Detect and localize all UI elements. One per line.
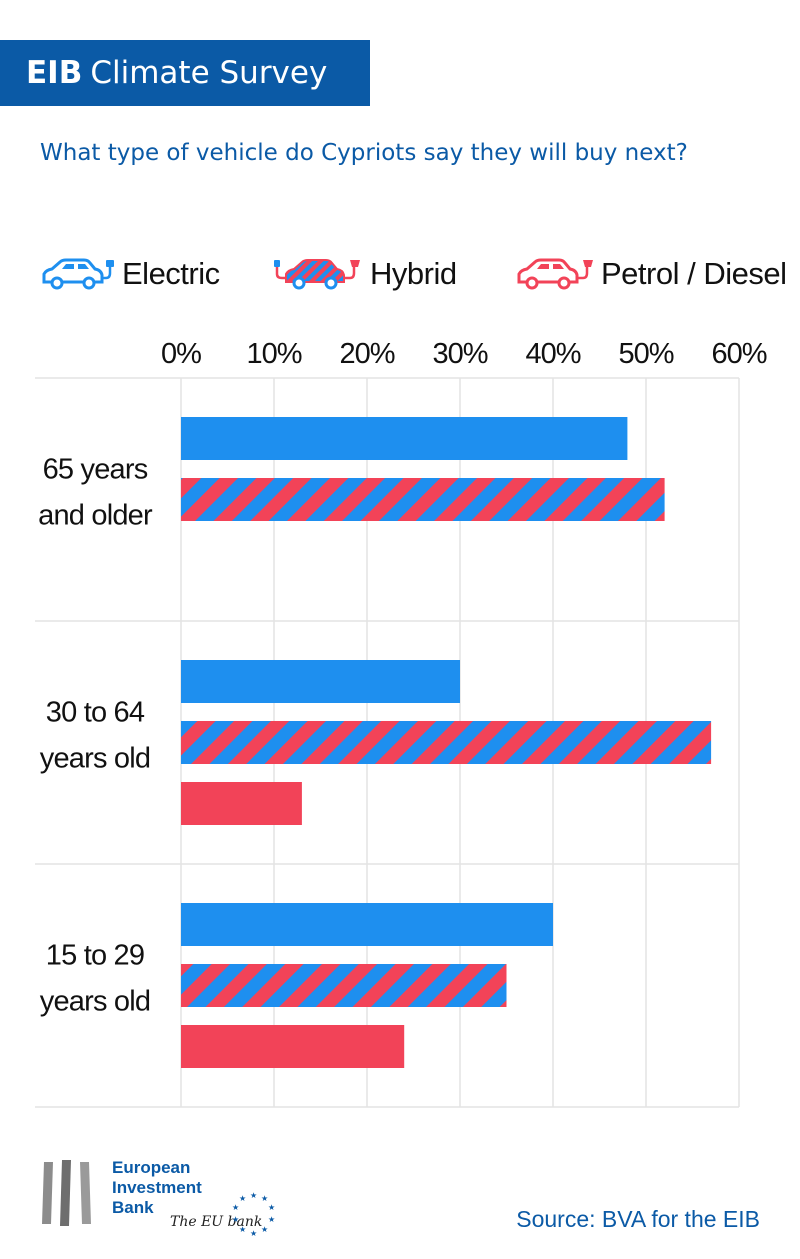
bars: [181, 417, 712, 1068]
bar-chart: 0% 10% 20% 30% 40% 50% 60% 65 years and older 30…: [35, 338, 768, 1108]
svg-text:★: ★: [250, 1229, 257, 1238]
source-note: Source: BVA for the EIB: [516, 1206, 760, 1232]
category-label-1-line-1: 65 years: [43, 454, 148, 486]
tick-label-10: 10%: [246, 338, 301, 370]
category-labels: 65 years and older 30 to 64 years old 15 to …: [38, 454, 154, 1018]
logo-tagline: The EU bank: [170, 1214, 263, 1230]
tick-label-40: 40%: [525, 338, 580, 370]
svg-text:★: ★: [261, 1194, 268, 1203]
logo-line-2: Investment: [112, 1178, 202, 1197]
eib-logo-mark: [42, 1160, 91, 1226]
svg-text:★: ★: [268, 1203, 275, 1212]
legend-item-petrol: Petrol / Diesel: [515, 252, 787, 296]
svg-text:★: ★: [261, 1225, 268, 1234]
logo-line-1: European: [112, 1158, 191, 1177]
logo-text: European Investment Bank: [112, 1158, 202, 1218]
legend-label-petrol: Petrol / Diesel: [601, 256, 787, 291]
eu-stars-icon: ★ ★★ ★★★ ★★★ ★: [232, 1191, 275, 1238]
bar-petrol-3: [181, 1025, 405, 1068]
bar-hybrid-1: [181, 478, 665, 521]
tick-label-30: 30%: [432, 338, 487, 370]
electric-car-icon: [42, 258, 114, 290]
legend-label-hybrid: Hybrid: [370, 256, 457, 291]
svg-text:★: ★: [268, 1215, 275, 1224]
category-label-2-line-1: 30 to 64: [46, 697, 145, 729]
bar-hybrid-2: [181, 721, 712, 764]
svg-text:★: ★: [239, 1194, 246, 1203]
tick-label-0: 0%: [161, 338, 201, 370]
svg-text:★: ★: [239, 1225, 246, 1234]
bar-petrol-2: [181, 782, 302, 825]
x-axis-ticks: 0% 10% 20% 30% 40% 50% 60%: [161, 338, 768, 370]
banner-title: Climate Survey: [90, 55, 328, 91]
legend-item-hybrid: Hybrid: [272, 252, 457, 296]
eib-logo: European Investment Bank The EU bank ★ ★ ★…: [40, 1158, 300, 1248]
category-label-1-line-2: and older: [38, 500, 153, 532]
hybrid-car-icon: [274, 259, 360, 290]
bar-electric-3: [181, 903, 553, 946]
bar-electric-2: [181, 660, 460, 703]
svg-text:★: ★: [232, 1215, 239, 1224]
category-label-3-line-1: 15 to 29: [46, 940, 144, 972]
category-label-2-line-2: years old: [40, 743, 150, 775]
svg-text:★: ★: [250, 1191, 257, 1200]
tick-label-50: 50%: [618, 338, 673, 370]
chart-subtitle: What type of vehicle do Cypriots say the…: [40, 140, 688, 166]
category-label-3-line-2: years old: [40, 986, 150, 1018]
svg-text:★: ★: [232, 1203, 239, 1212]
legend-item-electric: Electric: [40, 252, 220, 296]
logo-line-3: Bank: [112, 1198, 154, 1217]
petrol-car-icon: [517, 258, 593, 290]
title-banner: EIB Climate Survey: [0, 40, 370, 106]
brand-name: EIB: [26, 55, 83, 91]
tick-label-60: 60%: [711, 338, 766, 370]
bar-hybrid-3: [181, 964, 507, 1007]
bar-electric-1: [181, 417, 628, 460]
tick-label-20: 20%: [339, 338, 394, 370]
legend-label-electric: Electric: [122, 256, 220, 291]
